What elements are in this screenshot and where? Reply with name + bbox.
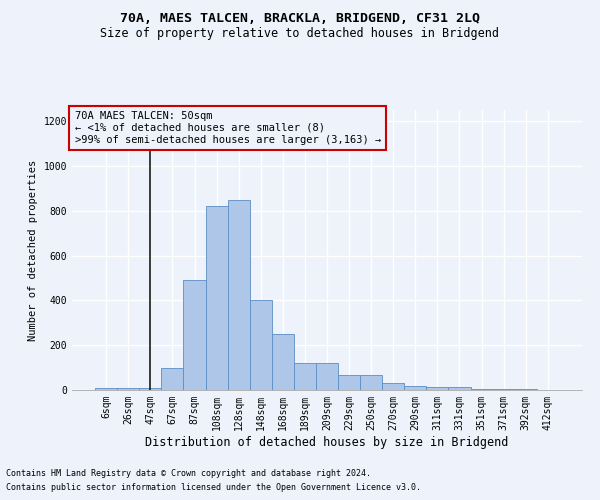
Bar bbox=[382, 384, 404, 390]
Bar bbox=[161, 368, 184, 390]
Bar bbox=[404, 386, 427, 390]
Bar bbox=[316, 363, 338, 390]
Bar bbox=[184, 280, 206, 390]
Text: 70A, MAES TALCEN, BRACKLA, BRIDGEND, CF31 2LQ: 70A, MAES TALCEN, BRACKLA, BRIDGEND, CF3… bbox=[120, 12, 480, 26]
Bar bbox=[470, 389, 493, 390]
Bar bbox=[515, 389, 537, 390]
Bar bbox=[272, 334, 294, 390]
Text: Contains HM Land Registry data © Crown copyright and database right 2024.: Contains HM Land Registry data © Crown c… bbox=[6, 468, 371, 477]
Bar bbox=[338, 376, 360, 390]
Bar bbox=[360, 376, 382, 390]
Bar bbox=[448, 386, 470, 390]
Bar bbox=[427, 386, 448, 390]
Bar bbox=[493, 389, 515, 390]
Bar bbox=[206, 206, 227, 390]
Text: Size of property relative to detached houses in Bridgend: Size of property relative to detached ho… bbox=[101, 28, 499, 40]
Bar bbox=[294, 363, 316, 390]
Bar bbox=[139, 388, 161, 390]
Bar bbox=[227, 200, 250, 390]
Bar bbox=[250, 300, 272, 390]
Text: Contains public sector information licensed under the Open Government Licence v3: Contains public sector information licen… bbox=[6, 484, 421, 492]
Text: 70A MAES TALCEN: 50sqm
← <1% of detached houses are smaller (8)
>99% of semi-det: 70A MAES TALCEN: 50sqm ← <1% of detached… bbox=[74, 112, 381, 144]
X-axis label: Distribution of detached houses by size in Bridgend: Distribution of detached houses by size … bbox=[145, 436, 509, 448]
Bar bbox=[95, 388, 117, 390]
Y-axis label: Number of detached properties: Number of detached properties bbox=[28, 160, 38, 340]
Bar bbox=[117, 388, 139, 390]
